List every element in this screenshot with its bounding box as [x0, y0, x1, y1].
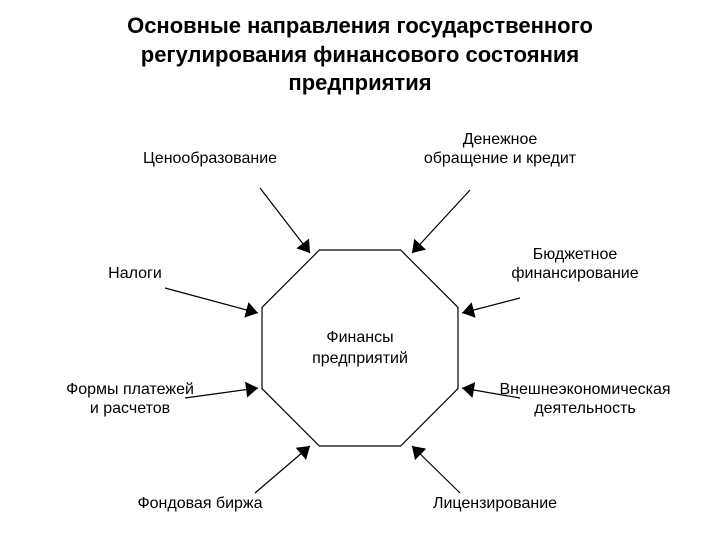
arrow [412, 190, 470, 253]
title-line-2: регулирования финансового состояния [141, 42, 580, 67]
node-label-foreign: Внешнеэкономическаядеятельность [475, 380, 695, 418]
node-label-payments: Формы платежейи расчетов [20, 380, 240, 418]
node-label-budget: Бюджетноефинансирование [465, 245, 685, 283]
diagram-canvas: Ценообразование Денежноеобращение и креди… [0, 98, 720, 540]
page-title: Основные направления государственного ре… [0, 0, 720, 98]
title-line-1: Основные направления государственного [127, 13, 593, 38]
node-label-money: Денежноеобращение и кредит [390, 130, 610, 168]
node-label-stock: Фондовая биржа [90, 494, 310, 513]
node-label-taxes: Налоги [25, 264, 245, 283]
node-label-pricing: Ценообразование [100, 149, 320, 168]
node-label-license: Лицензирование [385, 494, 605, 513]
arrow [260, 188, 310, 253]
arrow [412, 446, 460, 493]
arrow [462, 298, 520, 318]
center-line-1: Финансы [326, 329, 393, 346]
arrow [165, 288, 258, 318]
arrow [255, 446, 310, 493]
center-line-2: предприятий [312, 350, 408, 367]
title-line-3: предприятия [288, 70, 431, 95]
center-node-label: Финансы предприятий [280, 328, 440, 370]
